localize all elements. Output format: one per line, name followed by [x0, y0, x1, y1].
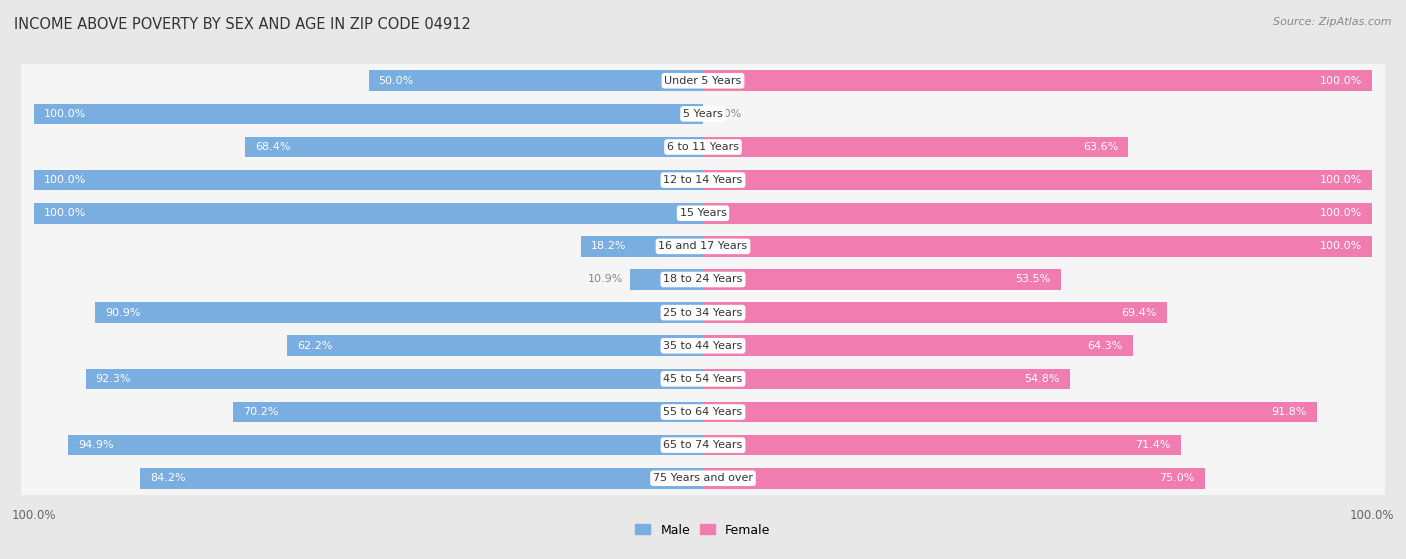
Text: Source: ZipAtlas.com: Source: ZipAtlas.com	[1274, 17, 1392, 27]
Text: 70.2%: 70.2%	[243, 407, 278, 417]
Text: 12 to 14 Years: 12 to 14 Years	[664, 175, 742, 185]
Text: 90.9%: 90.9%	[105, 307, 141, 318]
Bar	[21, 395, 1385, 429]
Bar	[703, 368, 1070, 389]
Text: 18 to 24 Years: 18 to 24 Years	[664, 274, 742, 285]
Bar	[21, 429, 1385, 462]
Bar	[21, 164, 1385, 197]
Bar	[21, 64, 1385, 97]
Text: 6 to 11 Years: 6 to 11 Years	[666, 142, 740, 152]
Text: 55 to 64 Years: 55 to 64 Years	[664, 407, 742, 417]
Text: 16 and 17 Years: 16 and 17 Years	[658, 241, 748, 252]
Text: 54.8%: 54.8%	[1024, 374, 1060, 384]
Text: 94.9%: 94.9%	[79, 440, 114, 450]
Text: 100.0%: 100.0%	[1320, 75, 1362, 86]
Text: 100.0%: 100.0%	[1320, 175, 1362, 185]
Bar	[21, 97, 1385, 130]
Bar	[21, 263, 1385, 296]
Bar	[139, 468, 703, 489]
Text: 68.4%: 68.4%	[256, 142, 291, 152]
Text: 53.5%: 53.5%	[1015, 274, 1050, 285]
Bar	[581, 236, 703, 257]
Text: Under 5 Years: Under 5 Years	[665, 75, 741, 86]
Bar	[630, 269, 703, 290]
Text: 50.0%: 50.0%	[378, 75, 413, 86]
Text: 45 to 54 Years: 45 to 54 Years	[664, 374, 742, 384]
Text: 25 to 34 Years: 25 to 34 Years	[664, 307, 742, 318]
Text: 10.9%: 10.9%	[588, 274, 623, 285]
Text: 75 Years and over: 75 Years and over	[652, 473, 754, 484]
Bar	[21, 462, 1385, 495]
Bar	[703, 170, 1372, 191]
Text: 84.2%: 84.2%	[150, 473, 186, 484]
Bar	[34, 203, 703, 224]
Bar	[703, 335, 1133, 356]
Bar	[703, 435, 1181, 456]
Bar	[233, 402, 703, 422]
Bar	[246, 137, 703, 157]
Bar	[703, 236, 1372, 257]
Bar	[703, 468, 1205, 489]
Bar	[703, 70, 1372, 91]
Text: 75.0%: 75.0%	[1160, 473, 1195, 484]
Text: 62.2%: 62.2%	[297, 341, 332, 350]
Bar	[703, 302, 1167, 323]
Bar	[703, 402, 1317, 422]
Text: 69.4%: 69.4%	[1122, 307, 1157, 318]
Text: 71.4%: 71.4%	[1135, 440, 1171, 450]
Bar	[21, 329, 1385, 362]
Bar	[86, 368, 703, 389]
Text: 92.3%: 92.3%	[96, 374, 131, 384]
Bar	[21, 296, 1385, 329]
Text: 65 to 74 Years: 65 to 74 Years	[664, 440, 742, 450]
Bar	[96, 302, 703, 323]
Text: 91.8%: 91.8%	[1271, 407, 1308, 417]
Legend: Male, Female: Male, Female	[630, 519, 776, 542]
Bar	[69, 435, 703, 456]
Bar	[21, 130, 1385, 164]
Bar	[34, 170, 703, 191]
Text: 0.0%: 0.0%	[713, 109, 741, 119]
Text: 63.6%: 63.6%	[1083, 142, 1118, 152]
Text: 18.2%: 18.2%	[592, 241, 627, 252]
Text: 100.0%: 100.0%	[1320, 209, 1362, 218]
Text: 100.0%: 100.0%	[44, 209, 86, 218]
Text: 100.0%: 100.0%	[44, 109, 86, 119]
Text: 5 Years: 5 Years	[683, 109, 723, 119]
Bar	[703, 203, 1372, 224]
Bar	[287, 335, 703, 356]
Text: 100.0%: 100.0%	[1320, 241, 1362, 252]
Bar	[703, 137, 1129, 157]
Bar	[21, 230, 1385, 263]
Text: INCOME ABOVE POVERTY BY SEX AND AGE IN ZIP CODE 04912: INCOME ABOVE POVERTY BY SEX AND AGE IN Z…	[14, 17, 471, 32]
Text: 15 Years: 15 Years	[679, 209, 727, 218]
Text: 35 to 44 Years: 35 to 44 Years	[664, 341, 742, 350]
Bar	[703, 269, 1062, 290]
Bar	[368, 70, 703, 91]
Bar	[34, 103, 703, 124]
Text: 100.0%: 100.0%	[44, 175, 86, 185]
Bar	[21, 362, 1385, 395]
Text: 64.3%: 64.3%	[1088, 341, 1123, 350]
Bar	[21, 197, 1385, 230]
